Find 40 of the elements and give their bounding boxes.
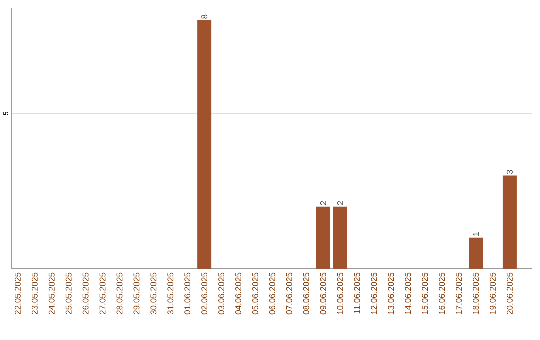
data-label: 1 (473, 232, 479, 236)
data-label: 2 (337, 201, 344, 206)
bar (469, 238, 484, 269)
x-tick-label: 07.06.2025 (286, 272, 292, 315)
x-tick-label: 04.06.2025 (236, 272, 242, 315)
x-tick-label: 03.06.2025 (218, 272, 225, 315)
x-tick-label: 23.05.2025 (32, 272, 38, 314)
data-label: 8 (202, 14, 208, 19)
bar (502, 176, 517, 269)
x-tick-label: 14.06.2025 (405, 272, 412, 314)
x-tick-label: 29.05.2025 (134, 272, 140, 314)
x-tick-label: 20.06.2025 (506, 272, 513, 314)
x-tick-label: 15.06.2025 (422, 272, 428, 314)
x-tick-label: 12.06.2025 (371, 272, 378, 314)
x-tick-label: 10.06.2025 (337, 272, 344, 314)
x-tick-label: 30.05.2025 (150, 272, 157, 315)
x-tick-label: 26.05.2025 (82, 272, 89, 314)
x-tick-label: 08.06.2025 (303, 272, 310, 315)
x-tick-label: 18.06.2025 (473, 272, 480, 314)
data-label: 2 (320, 201, 326, 206)
x-tick-label: 06.06.2025 (269, 272, 276, 315)
x-tick-label: 28.05.2025 (116, 272, 123, 314)
x-tick-label: 25.05.2025 (66, 272, 72, 314)
x-tick-label: 17.06.2025 (456, 272, 462, 314)
x-tick-label: 27.05.2025 (100, 272, 106, 314)
x-tick-label: 13.06.2025 (388, 272, 394, 314)
x-tick-label: 01.06.2025 (184, 272, 191, 315)
x-tick-label: 09.06.2025 (320, 272, 326, 315)
x-tick-label: 31.05.2025 (168, 272, 174, 315)
data-label: 3 (506, 170, 513, 174)
x-tick-label: 19.06.2025 (490, 272, 496, 314)
bar (333, 206, 348, 269)
bar (198, 20, 212, 269)
x-tick-label: 16.06.2025 (439, 272, 446, 314)
x-tick-label: 05.06.2025 (252, 272, 258, 315)
x-tick-label: 22.05.2025 (14, 272, 21, 314)
x-tick-label: 02.06.2025 (202, 272, 208, 315)
x-tick-label: 11.06.2025 (354, 272, 360, 314)
x-tick-label: 24.05.2025 (48, 272, 55, 314)
bar (316, 206, 330, 269)
